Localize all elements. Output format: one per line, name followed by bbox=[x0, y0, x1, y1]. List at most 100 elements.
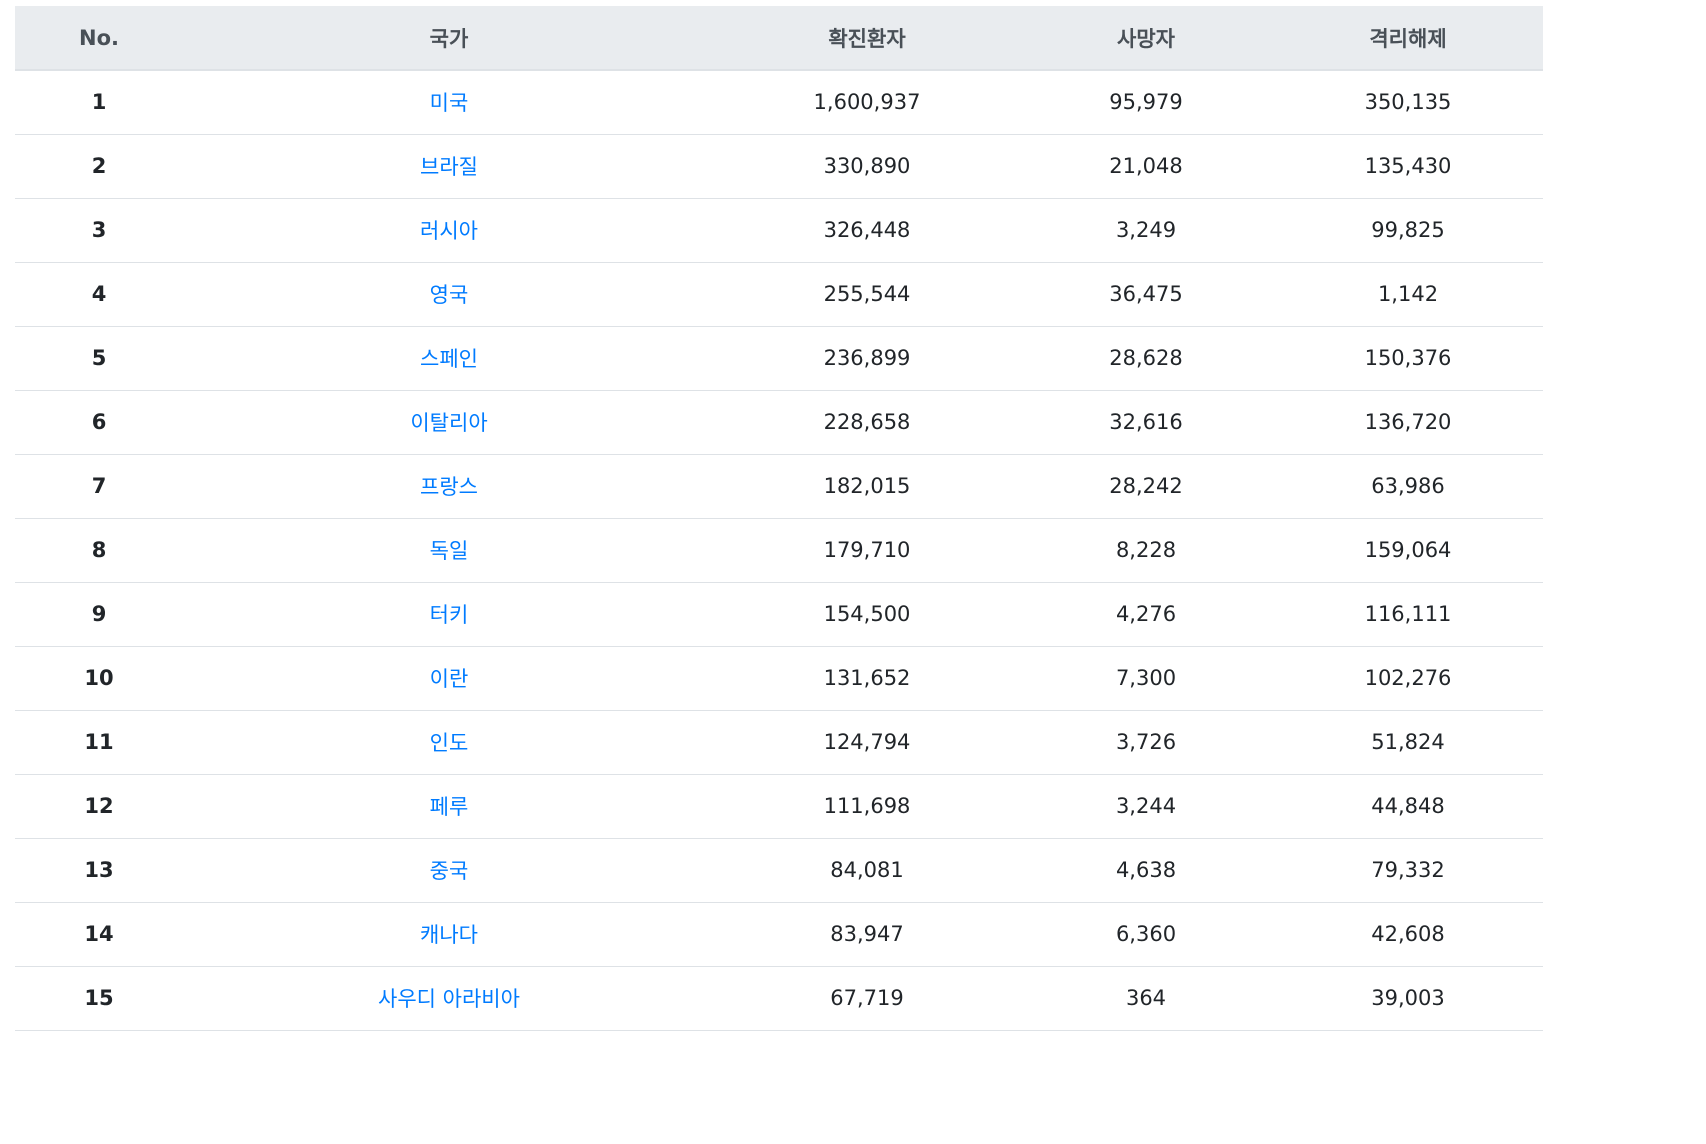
country-link[interactable]: 사우디 아라비아 bbox=[378, 987, 520, 1011]
country-link[interactable]: 캐나다 bbox=[420, 923, 478, 947]
table-row: 15 사우디 아라비아 67,719 364 39,003 bbox=[15, 966, 1543, 1030]
deaths-cell: 21,048 bbox=[1109, 154, 1183, 178]
deaths-cell: 6,360 bbox=[1115, 922, 1177, 946]
country-link[interactable]: 프랑스 bbox=[420, 475, 478, 499]
confirmed-cell: 330,890 bbox=[823, 154, 911, 178]
row-number: 1 bbox=[91, 90, 107, 115]
recovered-cell: 135,430 bbox=[1364, 154, 1452, 178]
recovered-cell: 42,608 bbox=[1371, 922, 1445, 946]
country-link[interactable]: 페루 bbox=[429, 795, 469, 819]
deaths-cell: 3,249 bbox=[1115, 218, 1177, 242]
table-body: 1 미국 1,600,937 95,979 350,135 2 브라질 330,890 21,0… bbox=[15, 70, 1543, 1030]
row-number: 15 bbox=[84, 986, 114, 1010]
country-cell: 러시아 bbox=[183, 198, 715, 262]
confirmed-cell: 182,015 bbox=[823, 474, 911, 498]
row-number: 8 bbox=[91, 538, 107, 562]
table-row: 11 인도 124,794 3,726 51,824 bbox=[15, 710, 1543, 774]
header-deaths: 사망자 bbox=[1019, 6, 1273, 71]
deaths-cell: 3,726 bbox=[1115, 730, 1177, 754]
country-link[interactable]: 터키 bbox=[429, 603, 469, 627]
recovered-cell: 39,003 bbox=[1371, 986, 1445, 1010]
header-country: 국가 bbox=[183, 6, 715, 71]
deaths-cell: 36,475 bbox=[1109, 282, 1183, 306]
recovered-cell: 350,135 bbox=[1364, 90, 1452, 115]
country-cell: 페루 bbox=[183, 774, 715, 838]
deaths-cell: 95,979 bbox=[1109, 90, 1183, 115]
deaths-cell: 32,616 bbox=[1109, 410, 1183, 434]
deaths-cell: 4,276 bbox=[1115, 602, 1177, 626]
confirmed-cell: 1,600,937 bbox=[813, 90, 921, 115]
header-recovered: 격리해제 bbox=[1273, 6, 1543, 71]
deaths-cell: 4,638 bbox=[1115, 858, 1177, 882]
covid-country-table-container: No. 국가 확진환자 사망자 격리해제 1 미국 1,600,937 95,979 3… bbox=[15, 6, 1543, 1031]
country-cell: 터키 bbox=[183, 582, 715, 646]
country-cell: 스페인 bbox=[183, 326, 715, 390]
confirmed-cell: 236,899 bbox=[823, 346, 911, 370]
confirmed-cell: 228,658 bbox=[823, 410, 911, 434]
table-row: 5 스페인 236,899 28,628 150,376 bbox=[15, 326, 1543, 390]
table-row: 6 이탈리아 228,658 32,616 136,720 bbox=[15, 390, 1543, 454]
table-row: 10 이란 131,652 7,300 102,276 bbox=[15, 646, 1543, 710]
table-row: 13 중국 84,081 4,638 79,332 bbox=[15, 838, 1543, 902]
recovered-cell: 159,064 bbox=[1364, 538, 1452, 562]
country-cell: 미국 bbox=[183, 70, 715, 134]
row-number: 3 bbox=[91, 218, 107, 242]
confirmed-cell: 111,698 bbox=[823, 794, 911, 818]
country-cell: 캐나다 bbox=[183, 902, 715, 966]
country-link[interactable]: 스페인 bbox=[420, 347, 478, 371]
row-number: 11 bbox=[84, 730, 114, 754]
row-number: 7 bbox=[91, 474, 107, 498]
country-link[interactable]: 미국 bbox=[429, 91, 469, 116]
recovered-cell: 102,276 bbox=[1364, 666, 1452, 690]
country-cell: 인도 bbox=[183, 710, 715, 774]
country-link[interactable]: 러시아 bbox=[420, 219, 478, 243]
confirmed-cell: 84,081 bbox=[830, 858, 904, 882]
country-link[interactable]: 인도 bbox=[429, 731, 469, 755]
recovered-cell: 63,986 bbox=[1371, 474, 1445, 498]
deaths-cell: 28,242 bbox=[1109, 474, 1183, 498]
table-row: 7 프랑스 182,015 28,242 63,986 bbox=[15, 454, 1543, 518]
recovered-cell: 116,111 bbox=[1364, 602, 1452, 626]
recovered-cell: 79,332 bbox=[1371, 858, 1445, 882]
country-link[interactable]: 독일 bbox=[429, 539, 469, 563]
deaths-cell: 3,244 bbox=[1115, 794, 1177, 818]
deaths-cell: 8,228 bbox=[1115, 538, 1177, 562]
country-link[interactable]: 중국 bbox=[429, 859, 469, 883]
row-number: 6 bbox=[91, 410, 107, 434]
table-header: No. 국가 확진환자 사망자 격리해제 bbox=[15, 6, 1543, 71]
row-number: 13 bbox=[84, 858, 114, 882]
table-row: 12 페루 111,698 3,244 44,848 bbox=[15, 774, 1543, 838]
page-footer-space bbox=[0, 1044, 1706, 1144]
recovered-cell: 136,720 bbox=[1364, 410, 1452, 434]
table-row: 1 미국 1,600,937 95,979 350,135 bbox=[15, 70, 1543, 134]
deaths-cell: 28,628 bbox=[1109, 346, 1183, 370]
confirmed-cell: 124,794 bbox=[823, 730, 911, 754]
table-row: 14 캐나다 83,947 6,360 42,608 bbox=[15, 902, 1543, 966]
confirmed-cell: 83,947 bbox=[830, 922, 904, 946]
country-cell: 사우디 아라비아 bbox=[183, 966, 715, 1030]
country-cell: 이란 bbox=[183, 646, 715, 710]
country-link[interactable]: 영국 bbox=[429, 283, 469, 307]
row-number: 9 bbox=[91, 602, 107, 626]
header-confirmed: 확진환자 bbox=[715, 6, 1019, 71]
confirmed-cell: 255,544 bbox=[823, 282, 911, 306]
confirmed-cell: 67,719 bbox=[830, 986, 904, 1010]
deaths-cell: 7,300 bbox=[1115, 666, 1177, 690]
confirmed-cell: 179,710 bbox=[823, 538, 911, 562]
confirmed-cell: 326,448 bbox=[823, 218, 911, 242]
country-cell: 독일 bbox=[183, 518, 715, 582]
country-cell: 브라질 bbox=[183, 134, 715, 198]
header-row: No. 국가 확진환자 사망자 격리해제 bbox=[15, 6, 1543, 71]
country-link[interactable]: 이탈리아 bbox=[410, 411, 488, 435]
country-link[interactable]: 브라질 bbox=[420, 155, 478, 179]
table-row: 3 러시아 326,448 3,249 99,825 bbox=[15, 198, 1543, 262]
country-cell: 중국 bbox=[183, 838, 715, 902]
row-number: 5 bbox=[91, 346, 107, 370]
recovered-cell: 150,376 bbox=[1364, 346, 1452, 370]
row-number: 10 bbox=[84, 666, 114, 690]
recovered-cell: 1,142 bbox=[1377, 282, 1439, 306]
covid-country-table: No. 국가 확진환자 사망자 격리해제 1 미국 1,600,937 95,979 3… bbox=[15, 6, 1543, 1031]
country-link[interactable]: 이란 bbox=[429, 667, 469, 691]
row-number: 14 bbox=[84, 922, 114, 946]
country-cell: 영국 bbox=[183, 262, 715, 326]
